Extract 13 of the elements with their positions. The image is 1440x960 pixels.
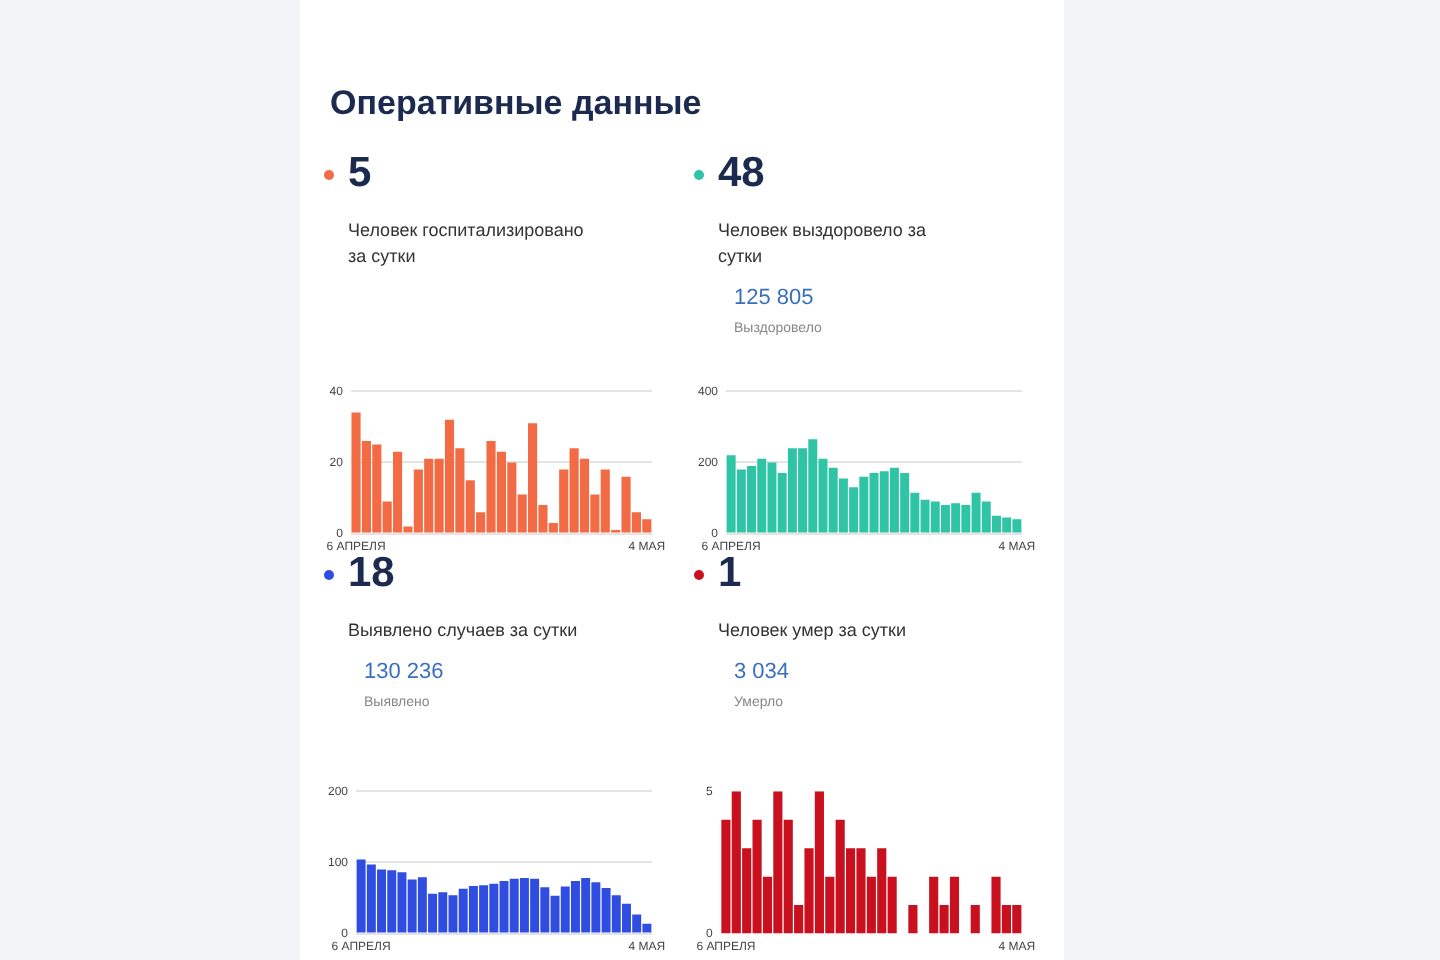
chart-subtitle: Человек выздоровело за сутки (718, 218, 929, 270)
chart-subtitle: Выявлено случаев за сутки (348, 618, 580, 644)
bar (908, 905, 918, 934)
chart-title: 18 (348, 550, 395, 596)
chart-title: 1 (718, 550, 742, 596)
bar (970, 905, 980, 934)
text: 130 236 (364, 660, 446, 684)
chart-subtitle: Человек госпитализировано за сутки (348, 218, 586, 270)
text: 125 805 (734, 286, 816, 310)
text: 3 034 (734, 660, 792, 684)
text: Оперативные данные (330, 84, 702, 124)
chart-title: 48 (718, 150, 765, 196)
chart-subtitle: Человек умер за сутки (718, 618, 909, 644)
